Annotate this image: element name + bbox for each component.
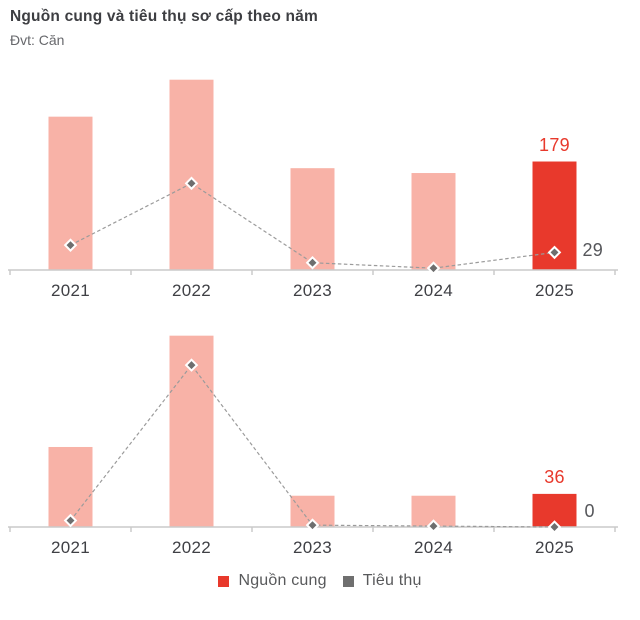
supply-value-label: 179 [539, 134, 570, 155]
page-title: Nguồn cung và tiêu thụ sơ cấp theo năm [10, 8, 318, 25]
legend: Nguồn cung Tiêu thụ [0, 572, 640, 590]
x-axis-label: 2023 [292, 281, 333, 300]
legend-label: Tiêu thụ [362, 572, 422, 589]
legend-item-supply: Nguồn cung [218, 572, 327, 590]
unit-label: Đvt: Căn [10, 32, 65, 48]
consumption-swatch-icon [342, 575, 354, 587]
x-axis-label: 2021 [50, 281, 91, 300]
x-axis-label: 2025 [534, 281, 575, 300]
bottom-chart-canvas [8, 335, 618, 533]
x-axis-label: 2022 [171, 281, 212, 300]
x-axis-label: 2021 [50, 538, 91, 557]
legend-label: Nguồn cung [238, 572, 327, 589]
supply-value-label: 36 [544, 466, 565, 487]
supply-swatch-icon [218, 575, 230, 587]
x-axis-label: 2024 [413, 538, 454, 557]
x-axis-label: 2022 [171, 538, 212, 557]
x-axis-label: 2025 [534, 538, 575, 557]
x-axis-label: 2023 [292, 538, 333, 557]
consumption-value-label: 0 [584, 501, 595, 521]
consumption-value-label: 29 [582, 240, 604, 261]
top-chart-canvas [8, 79, 618, 275]
x-axis-label: 2024 [413, 281, 454, 300]
legend-item-consumption: Tiêu thụ [342, 572, 422, 590]
